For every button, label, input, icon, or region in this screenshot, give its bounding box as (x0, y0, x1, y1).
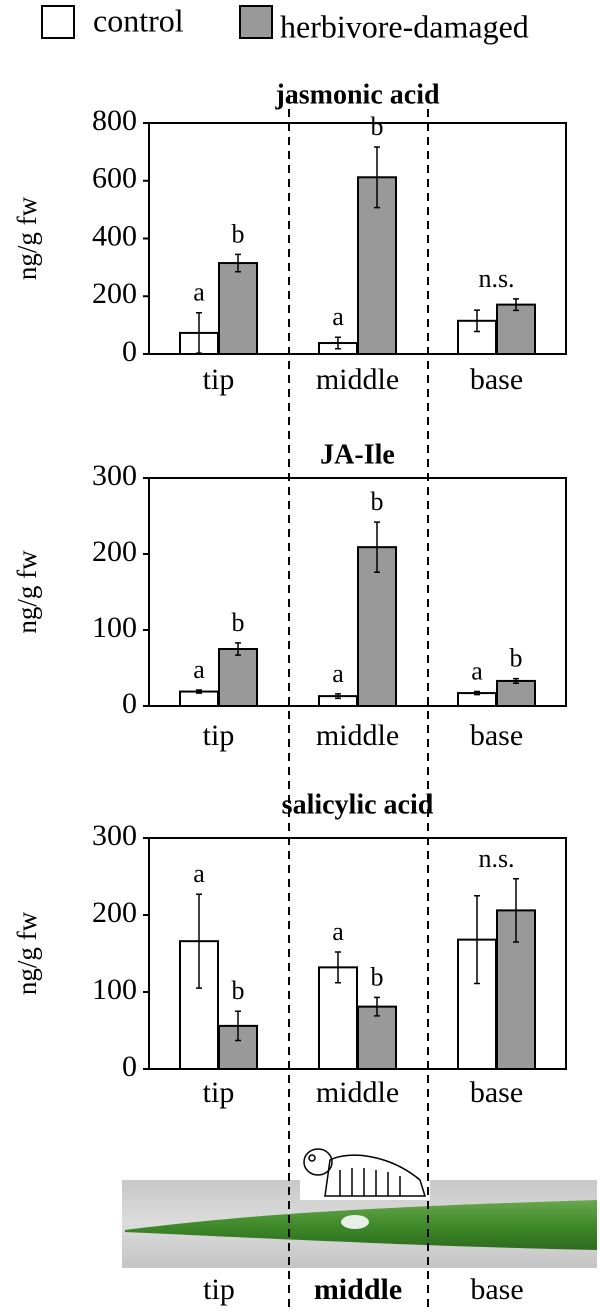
error-bar (474, 895, 480, 985)
x-tick-label: base (470, 363, 523, 396)
plot-frame (148, 122, 567, 355)
y-axis-label: ng/g fw (12, 550, 42, 634)
significance-letter: b (371, 487, 384, 516)
y-tick-label: 300 (92, 459, 137, 492)
y-tick-label: 100 (92, 611, 137, 644)
error-bar (374, 146, 380, 209)
y-tick-label: 300 (92, 819, 137, 852)
x-tick-label: tip (203, 719, 235, 752)
plot-frame (148, 837, 567, 1070)
y-tick-label: 100 (92, 973, 137, 1006)
leaf-label: middle (314, 1273, 402, 1306)
error-bar (513, 878, 519, 943)
y-axis-label: ng/g fw (12, 911, 42, 995)
x-tick-label: middle (316, 363, 399, 396)
significance-letter: b (510, 644, 523, 673)
error-bar (235, 1010, 241, 1042)
x-tick-label: middle (316, 719, 399, 752)
chart-title: JA-Ile (320, 439, 395, 470)
y-tick-label: 400 (92, 219, 137, 252)
error-bar (196, 689, 202, 694)
significance-letter: a (332, 659, 344, 688)
x-tick-label: middle (316, 1076, 399, 1109)
y-tick-label: 0 (122, 335, 137, 368)
leaf-label: base (470, 1273, 523, 1306)
y-axis-label: ng/g fw (12, 196, 42, 280)
significance-letter: a (332, 917, 344, 946)
legend-label: herbivore-damaged (280, 8, 529, 44)
leaf-label: tip (203, 1273, 235, 1306)
x-tick-label: base (470, 1076, 523, 1109)
error-bar (374, 996, 380, 1017)
legend-swatch (239, 5, 273, 39)
significance-letter: b (232, 976, 245, 1005)
bar (318, 966, 358, 1070)
chart-title: jasmonic acid (274, 79, 440, 110)
y-tick-label: 200 (92, 277, 137, 310)
error-bar (335, 336, 341, 350)
x-tick-label: tip (203, 1076, 235, 1109)
error-bar (196, 893, 202, 989)
y-tick-label: 0 (122, 1050, 137, 1083)
error-bar (474, 690, 480, 696)
bar (218, 262, 258, 356)
y-tick-label: 600 (92, 162, 137, 195)
y-tick-label: 0 (122, 687, 137, 720)
x-tick-label: base (470, 719, 523, 752)
legend-label: control (93, 2, 184, 38)
significance-letter: a (332, 302, 344, 331)
y-tick-label: 200 (92, 535, 137, 568)
chart-title: salicylic acid (282, 789, 434, 820)
significance-note: n.s. (478, 844, 514, 873)
significance-letter: b (371, 962, 384, 991)
error-bar (235, 642, 241, 656)
significance-letter: b (232, 219, 245, 248)
significance-letter: a (471, 657, 483, 686)
bar (357, 1005, 397, 1071)
significance-letter: a (193, 278, 205, 307)
error-bar (513, 298, 519, 312)
error-bar (513, 677, 519, 684)
significance-letter: b (232, 608, 245, 637)
bar (496, 303, 536, 355)
y-tick-label: 200 (92, 896, 137, 929)
error-bar (235, 253, 241, 273)
significance-letter: b (371, 112, 384, 141)
significance-letter: a (193, 655, 205, 684)
error-bar (335, 693, 341, 700)
error-bar (374, 521, 380, 573)
legend-swatch (41, 5, 75, 39)
error-bar (335, 951, 341, 984)
error-bar (474, 309, 480, 333)
plot-frame (148, 477, 567, 707)
y-tick-label: 800 (92, 104, 137, 137)
bar (357, 546, 397, 707)
significance-letter: a (193, 859, 205, 888)
bar (218, 648, 258, 707)
significance-note: n.s. (478, 264, 514, 293)
caterpillar (303, 1148, 427, 1197)
x-tick-label: tip (203, 363, 235, 396)
bar (496, 679, 536, 707)
damage-spot (341, 1215, 369, 1229)
